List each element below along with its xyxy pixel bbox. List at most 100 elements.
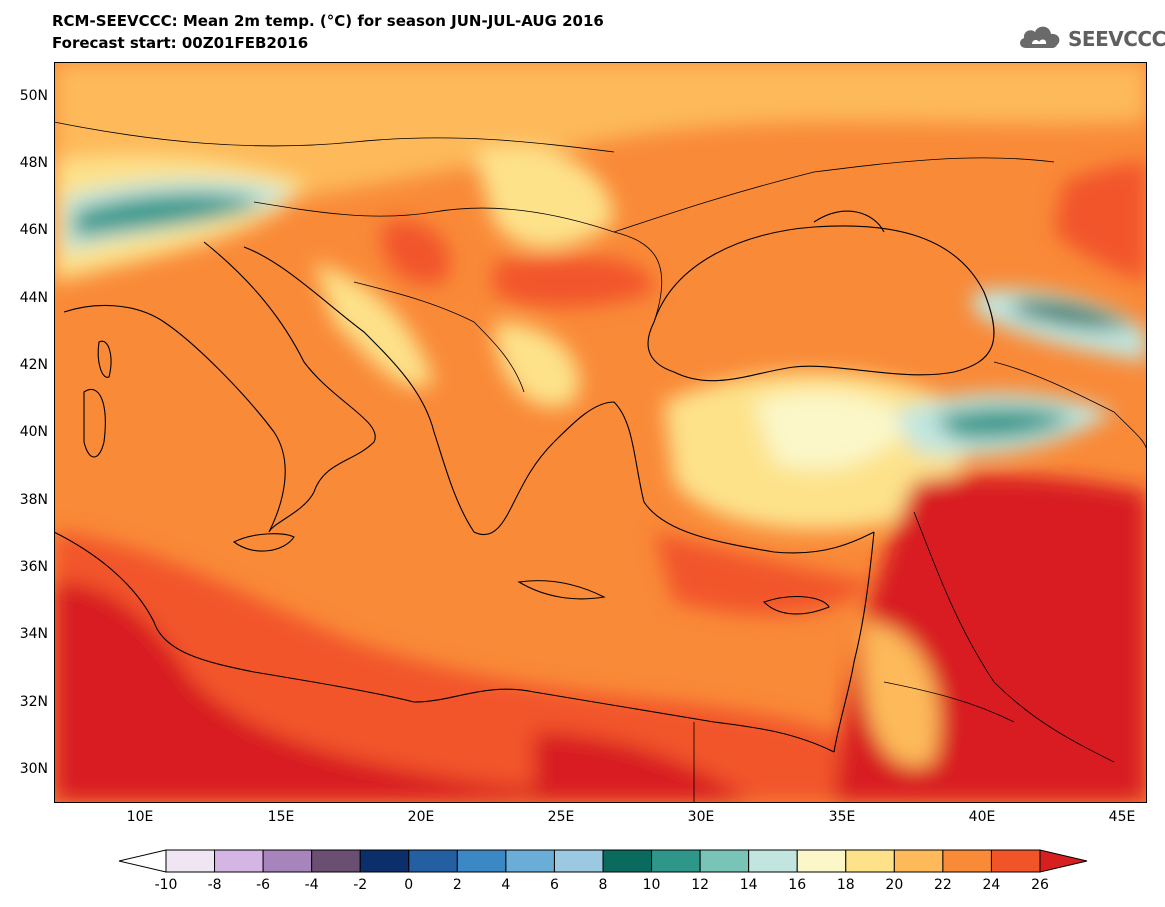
colorbar-tick-label: -8 bbox=[207, 877, 222, 893]
colorbar-tick-label: 2 bbox=[452, 877, 462, 893]
borders bbox=[54, 121, 1147, 802]
forecast-start: Forecast start: 00Z01FEB2016 bbox=[52, 34, 309, 52]
balkan-mts bbox=[494, 322, 580, 408]
lat-tick-label: 48N bbox=[19, 155, 48, 171]
colorbar-swatch bbox=[990, 849, 1041, 873]
border-mideast bbox=[913, 511, 1115, 763]
colorbar-swatch bbox=[553, 849, 604, 873]
border-caucasus bbox=[993, 361, 1147, 453]
colorbar-tick-label: 22 bbox=[933, 877, 952, 893]
sardinia bbox=[83, 389, 106, 458]
sahara-hot bbox=[54, 582, 654, 802]
north-band bbox=[54, 62, 1147, 232]
lat-tick-label: 44N bbox=[19, 290, 48, 306]
border-central bbox=[253, 201, 663, 323]
colorbar-tick-label: 4 bbox=[501, 877, 511, 893]
coastlines bbox=[54, 210, 995, 753]
crete bbox=[517, 580, 606, 600]
lat-tick-label: 46N bbox=[19, 222, 48, 238]
greece-coast bbox=[433, 431, 555, 536]
east-hot bbox=[1054, 162, 1147, 282]
colorbar-tick-label: 14 bbox=[739, 877, 758, 893]
colorbar-swatch bbox=[699, 849, 750, 873]
egypt-hot bbox=[534, 732, 754, 802]
temperature-map bbox=[54, 62, 1147, 802]
east-anatolia-core bbox=[934, 407, 1074, 439]
colorbar-tick-label: 6 bbox=[549, 877, 559, 893]
colorbar-tick-label: 16 bbox=[788, 877, 807, 893]
pannonia-hot bbox=[382, 220, 451, 284]
colorbar-swatch bbox=[893, 849, 944, 873]
dinarides bbox=[314, 262, 434, 388]
alps-core bbox=[74, 193, 264, 237]
colorbar-swatch bbox=[262, 849, 313, 873]
colorbar-max-arrow bbox=[1039, 849, 1088, 873]
lon-tick-label: 25E bbox=[547, 809, 575, 825]
lat-tick-label: 40N bbox=[19, 424, 48, 440]
caucasus-core bbox=[1014, 301, 1134, 329]
lat-tick-label: 38N bbox=[19, 492, 48, 508]
colorbar-swatch bbox=[456, 849, 507, 873]
lon-tick-label: 40E bbox=[968, 809, 996, 825]
carpathians bbox=[474, 146, 614, 249]
colorbar-tick-label: -2 bbox=[353, 877, 368, 893]
colorbar-swatch bbox=[214, 849, 264, 873]
seevccc-logo: SEEVCCC bbox=[1016, 18, 1165, 58]
wallachia-hot bbox=[494, 256, 654, 307]
colorbar-tick-label: 10 bbox=[642, 877, 661, 893]
colorbar bbox=[118, 849, 1088, 873]
colorbar-swatch bbox=[505, 849, 555, 873]
lon-tick-label: 10E bbox=[126, 809, 154, 825]
colorbar-swatch bbox=[651, 849, 701, 873]
lon-tick-label: 45E bbox=[1108, 809, 1136, 825]
colorbar-tick-label: 12 bbox=[691, 877, 710, 893]
turkey-coast bbox=[654, 532, 874, 616]
lon-tick-label: 20E bbox=[407, 809, 435, 825]
lon-tick-label: 30E bbox=[687, 809, 715, 825]
cyprus bbox=[762, 596, 830, 615]
turkey-coast-line bbox=[553, 401, 875, 554]
border-north bbox=[54, 121, 615, 153]
lon-tick-label: 15E bbox=[267, 809, 295, 825]
logo-text: SEEVCCC bbox=[1068, 27, 1165, 51]
colorbar-swatch bbox=[796, 849, 847, 873]
colorbar-swatch bbox=[942, 849, 992, 873]
colorbar-min-arrow bbox=[118, 849, 167, 873]
lat-tick-label: 30N bbox=[19, 761, 48, 777]
colorbar-tick-label: 0 bbox=[404, 877, 414, 893]
colorbar-swatch bbox=[845, 849, 895, 873]
sicily bbox=[232, 533, 295, 552]
colorbar-swatch bbox=[602, 849, 653, 873]
black-sea-coast bbox=[647, 225, 995, 382]
colorbar-tick-label: -6 bbox=[256, 877, 271, 893]
border-jordan bbox=[883, 681, 1015, 723]
map-title: RCM-SEEVCCC: Mean 2m temp. (°C) for seas… bbox=[52, 12, 604, 30]
lon-tick-label: 35E bbox=[828, 809, 856, 825]
colorbar-tick-label: 26 bbox=[1031, 877, 1049, 893]
cloud-icon bbox=[1020, 26, 1060, 48]
colorbar-tick-label: 8 bbox=[598, 877, 608, 893]
colorbar-tick-label: -10 bbox=[154, 877, 178, 893]
colorbar-tick-label: 20 bbox=[885, 877, 904, 893]
colorbar-tick-label: 24 bbox=[982, 877, 1001, 893]
jordan-plateau bbox=[862, 622, 940, 767]
colorbar-tick-label: 18 bbox=[836, 877, 855, 893]
north-africa-coast bbox=[54, 531, 835, 753]
lat-tick-label: 32N bbox=[19, 694, 48, 710]
anatolia-core bbox=[754, 391, 914, 470]
colorbar-swatch bbox=[748, 849, 798, 873]
colorbar-tick-label: -4 bbox=[304, 877, 319, 893]
lat-tick-label: 42N bbox=[19, 357, 48, 373]
levant-coast bbox=[833, 531, 875, 753]
colorbar-swatch bbox=[165, 849, 216, 873]
colorbar-swatch bbox=[311, 849, 361, 873]
italy-coast bbox=[63, 241, 376, 533]
lat-tick-label: 36N bbox=[19, 559, 48, 575]
colorbar-swatch bbox=[408, 849, 458, 873]
lat-tick-label: 34N bbox=[19, 626, 48, 642]
border-balkan bbox=[353, 281, 525, 393]
colorbar-swatch bbox=[359, 849, 410, 873]
azov-coast bbox=[813, 210, 885, 233]
adriatic-east bbox=[243, 246, 435, 433]
lat-tick-label: 50N bbox=[19, 88, 48, 104]
